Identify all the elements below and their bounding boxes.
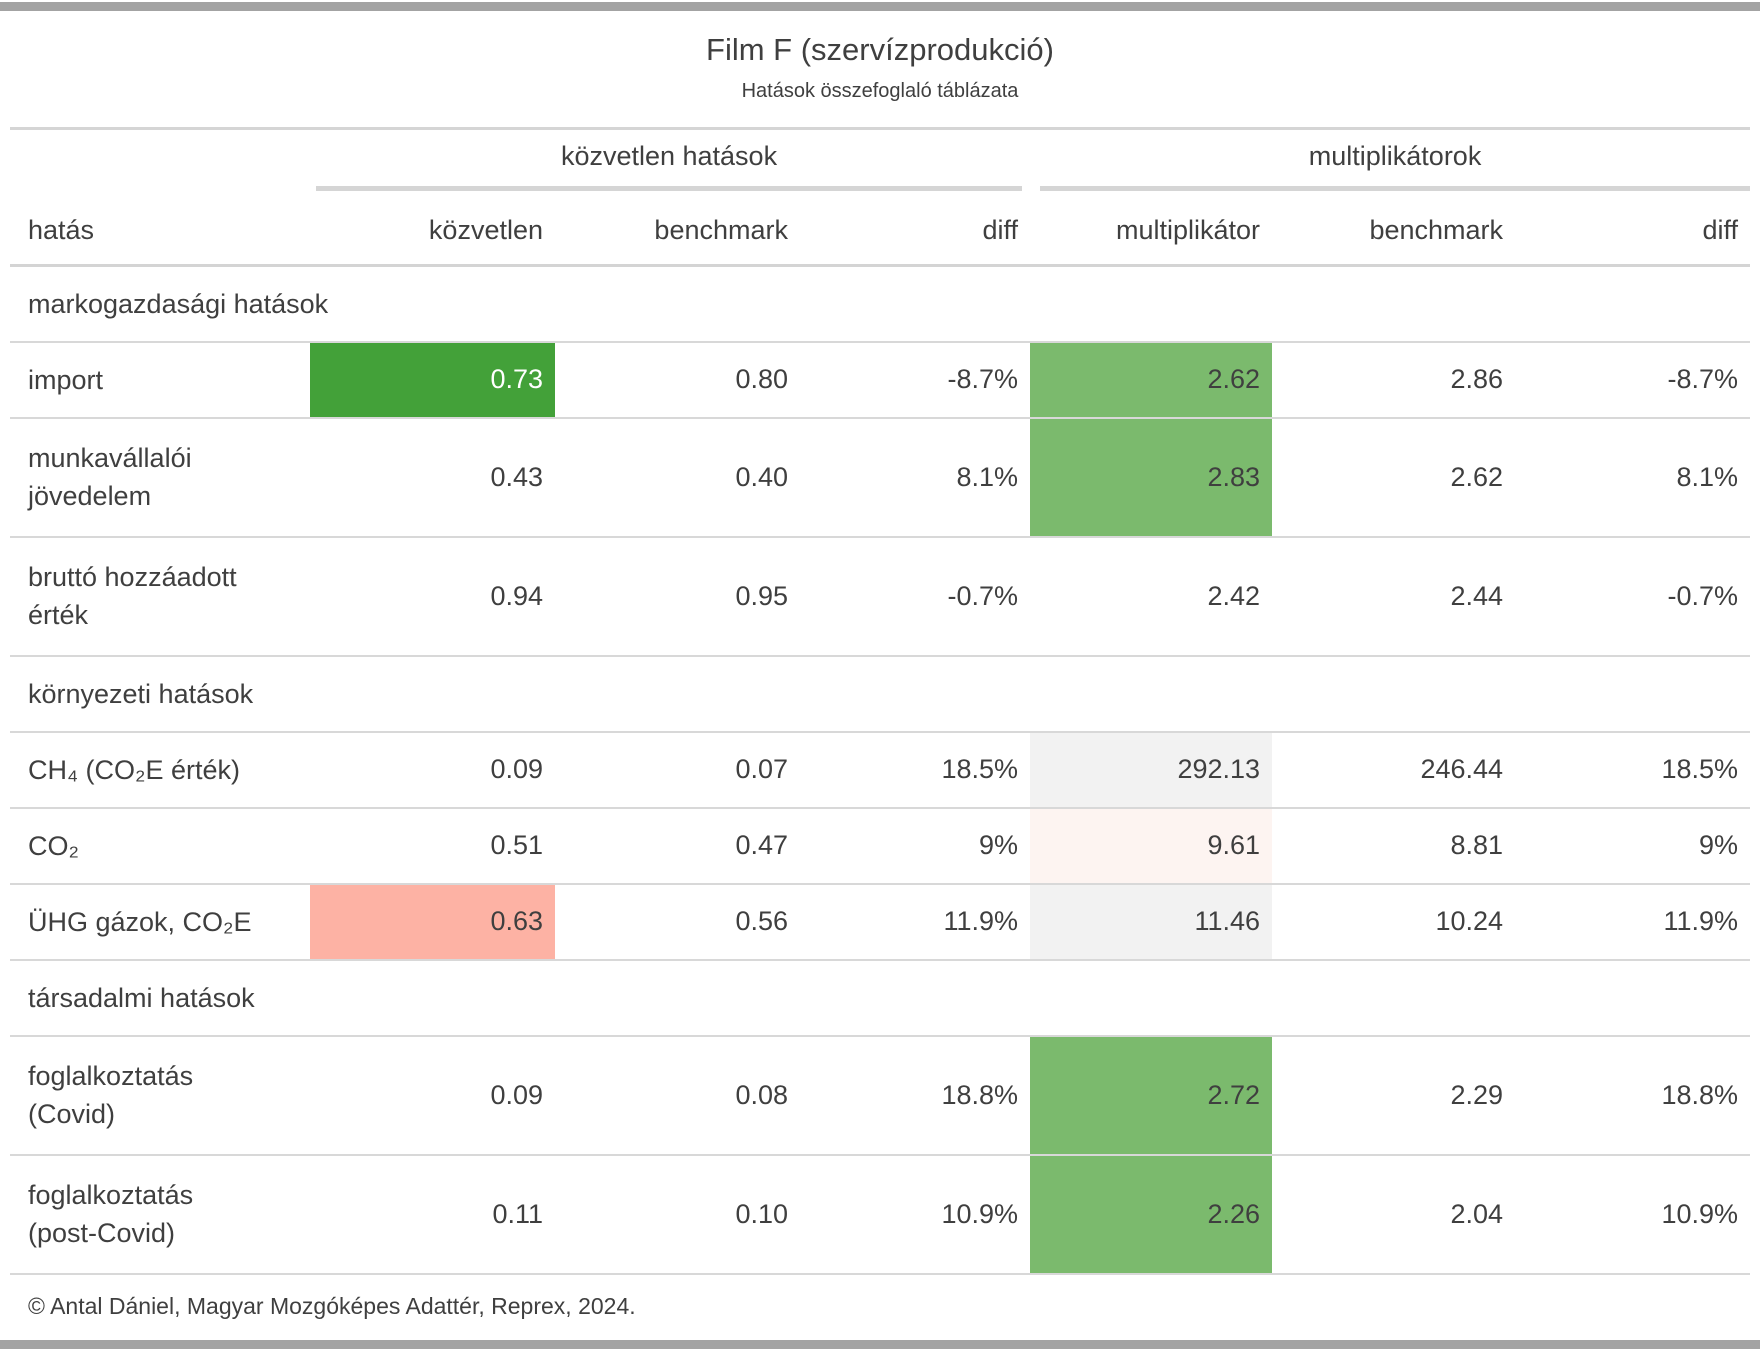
section-label: társadalmi hatások [28, 982, 255, 1013]
cell-kozvetlen: 0.73 [310, 341, 555, 418]
cell-diff-direct: 18.5% [941, 754, 1019, 784]
cell-benchmark-direct: 0.08 [735, 1079, 788, 1110]
row-label: foglalkoztatás (post-Covid) [28, 1180, 194, 1248]
cell-benchmark-direct: 0.07 [735, 754, 788, 784]
cell-diff-direct: 10.9% [941, 1198, 1019, 1229]
column-header-row: hatás közvetlen benchmark diff multiplik… [10, 196, 1750, 266]
row-label: foglalkoztatás (Covid) [28, 1061, 194, 1129]
cell-diff-direct: 9% [979, 830, 1019, 860]
section-label: környezeti hatások [28, 678, 254, 709]
cell-diff-direct: -8.7% [947, 364, 1019, 394]
table-row-munkavallaloi-jovedelem: munkavállalói jövedelem 0.43 0.40 8.1% 2… [10, 417, 1751, 537]
table-row-foglalkoztatas-post-covid: foglalkoztatás (post-Covid) 0.11 0.10 10… [10, 1154, 1751, 1274]
cell-benchmark-mult: 2.44 [1450, 580, 1504, 611]
cell-benchmark-direct: 0.10 [735, 1198, 788, 1229]
table-row-co2: CO₂ 0.51 0.47 9% 9.61 8.81 9% [10, 807, 1751, 884]
cell-multiplikator: 292.13 [1030, 731, 1273, 808]
cell-multiplikator: 2.62 [1030, 341, 1273, 418]
cell-benchmark-direct: 0.80 [735, 364, 788, 394]
cell-diff-mult: 9% [1699, 830, 1739, 860]
cell-benchmark-direct: 0.47 [735, 830, 788, 860]
spanner-multipliers-label: multiplikátorok [1040, 135, 1751, 191]
col-header-diff-mult: diff [1702, 214, 1739, 245]
cell-diff-mult: 8.1% [1676, 461, 1739, 492]
col-header-benchmark-mult: benchmark [1369, 214, 1504, 245]
cell-kozvetlen: 0.94 [490, 580, 543, 611]
cell-kozvetlen: 0.09 [490, 1079, 543, 1110]
cell-diff-direct: 18.8% [941, 1079, 1019, 1110]
cell-benchmark-mult: 2.29 [1450, 1079, 1504, 1110]
col-header-benchmark-direct: benchmark [654, 214, 788, 245]
cell-diff-direct: 11.9% [943, 906, 1019, 936]
cell-multiplikator: 2.83 [1030, 417, 1273, 537]
top-bar [0, 2, 1760, 11]
cell-diff-direct: 8.1% [956, 461, 1019, 492]
cell-kozvetlen: 0.63 [310, 883, 555, 960]
row-label: CO₂ [28, 830, 79, 861]
col-header-multiplikator: multiplikátor [1115, 214, 1261, 245]
row-label: CH₄ (CO₂E érték) [28, 754, 241, 785]
cell-diff-mult: 11.9% [1663, 906, 1739, 936]
row-label: munkavállalói jövedelem [28, 443, 192, 511]
summary-table: közvetlen hatások multiplikátorok hatás … [10, 130, 1751, 1338]
table-row-foglalkoztatas-covid: foglalkoztatás (Covid) 0.09 0.08 18.8% 2… [10, 1035, 1751, 1155]
section-row-macroeconomic: markogazdasági hatások [10, 266, 1750, 342]
col-header-diff-direct: diff [982, 214, 1019, 245]
cell-multiplikator: 11.46 [1030, 883, 1273, 960]
cell-multiplikator: 2.26 [1030, 1154, 1273, 1274]
cell-benchmark-mult: 10.24 [1435, 906, 1504, 936]
table-row-uhg-gazok: ÜHG gázok, CO₂E 0.63 0.56 11.9% 11.46 10… [10, 883, 1751, 960]
spanner-spacer [10, 130, 310, 196]
cell-kozvetlen: 0.09 [490, 754, 543, 784]
table-row-import: import 0.73 0.80 -8.7% 2.62 2.86 -8.7% [10, 341, 1751, 418]
cell-benchmark-mult: 246.44 [1420, 754, 1504, 784]
cell-kozvetlen: 0.51 [490, 830, 543, 860]
section-label: markogazdasági hatások [28, 288, 329, 319]
section-row-environmental: környezeti hatások [10, 655, 1751, 732]
cell-diff-mult: 10.9% [1661, 1198, 1739, 1229]
cell-benchmark-direct: 0.40 [735, 461, 788, 492]
cell-diff-direct: -0.7% [947, 580, 1019, 611]
table-header-block: Film F (szervízprodukció) Hatások összef… [10, 13, 1750, 130]
spanner-direct-effects: közvetlen hatások [310, 130, 1030, 196]
row-label: import [28, 364, 104, 395]
cell-kozvetlen: 0.11 [492, 1198, 543, 1229]
section-row-social: társadalmi hatások [10, 959, 1751, 1036]
cell-benchmark-direct: 0.56 [735, 906, 788, 936]
cell-benchmark-mult: 2.04 [1450, 1198, 1504, 1229]
cell-benchmark-direct: 0.95 [735, 580, 788, 611]
cell-kozvetlen: 0.43 [490, 461, 543, 492]
spanner-row: közvetlen hatások multiplikátorok [10, 130, 1751, 196]
row-label: bruttó hozzáadott érték [28, 562, 237, 630]
table-row-brutto-hozzaadott-ertek: bruttó hozzáadott érték 0.94 0.95 -0.7% … [10, 536, 1751, 656]
bottom-bar [0, 1339, 1760, 1349]
cell-benchmark-mult: 2.62 [1450, 461, 1504, 492]
table-footer-row: © Antal Dániel, Magyar Mozgóképes Adatté… [10, 1273, 1751, 1338]
cell-benchmark-mult: 2.86 [1450, 364, 1504, 394]
cell-diff-mult: -0.7% [1667, 580, 1739, 611]
col-header-hatas: hatás [28, 214, 95, 245]
cell-multiplikator: 9.61 [1030, 807, 1273, 884]
page-subtitle: Hatások összefoglaló táblázata [741, 80, 1019, 102]
spanner-direct-effects-label: közvetlen hatások [316, 135, 1023, 191]
row-label: ÜHG gázok, CO₂E [28, 906, 252, 937]
spanner-multipliers: multiplikátorok [1030, 130, 1751, 196]
table-footer: © Antal Dániel, Magyar Mozgóképes Adatté… [28, 1292, 636, 1319]
cell-diff-mult: 18.5% [1661, 754, 1739, 784]
cell-diff-mult: -8.7% [1667, 364, 1739, 394]
cell-benchmark-mult: 8.81 [1450, 830, 1504, 860]
cell-multiplikator: 2.42 [1207, 580, 1261, 611]
page-title: Film F (szervízprodukció) [706, 32, 1054, 67]
col-header-kozvetlen: közvetlen [428, 214, 543, 245]
cell-diff-mult: 18.8% [1661, 1079, 1739, 1110]
table-row-ch4: CH₄ (CO₂E érték) 0.09 0.07 18.5% 292.13 … [10, 731, 1751, 808]
cell-multiplikator: 2.72 [1030, 1035, 1273, 1155]
summary-table-container: Film F (szervízprodukció) Hatások összef… [10, 13, 1751, 1338]
